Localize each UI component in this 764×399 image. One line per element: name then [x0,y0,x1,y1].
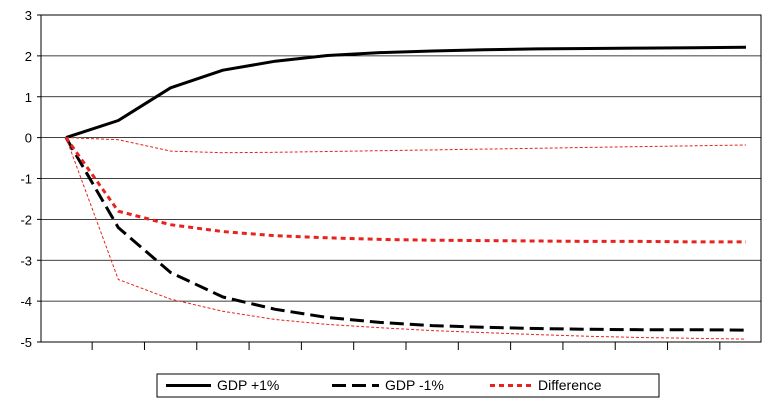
y-tick-label: 1 [25,90,32,105]
y-tick-label: 2 [25,49,32,64]
axes [37,14,762,350]
series-gdp-minus-line [64,136,747,332]
y-tick-label: -2 [20,212,32,227]
y-tick-label: 3 [25,8,32,23]
legend-label-gdp-plus: GDP +1% [217,377,279,393]
y-tick-label: -4 [20,294,32,309]
y-tick-label: -1 [20,172,32,187]
legend-label-gdp-minus: GDP -1% [385,377,444,393]
gridlines [41,55,761,302]
series-lines [64,45,747,340]
y-tick-label: -3 [20,253,32,268]
y-tick-label: 0 [25,131,32,146]
series-difference-lower-band-line [65,137,747,340]
y-tick-label: -5 [20,335,32,350]
series-difference-upper-band-line [65,137,747,154]
legend: GDP +1% GDP -1% Difference [156,373,660,398]
legend-label-difference: Difference [538,377,602,393]
series-difference-line [64,136,746,244]
legend-box [156,373,660,398]
series-gdp-plus-line [65,45,747,140]
y-tick-labels: 3 2 1 0 -1 -2 -3 -4 -5 [20,8,32,350]
